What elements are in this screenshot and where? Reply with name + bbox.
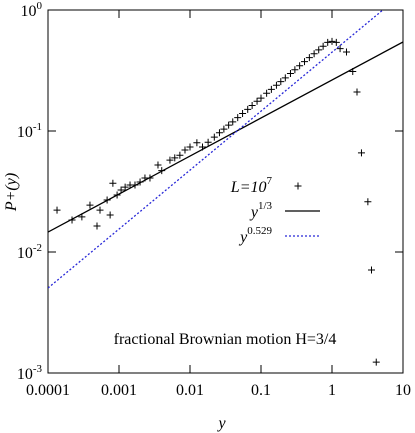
x-axis-label: y xyxy=(216,415,226,432)
data-point xyxy=(193,139,201,147)
data-point xyxy=(332,38,340,46)
data-point xyxy=(336,45,344,53)
y-tick-base: 10 xyxy=(17,124,33,141)
legend-label: y0.529 xyxy=(238,225,272,246)
data-point xyxy=(166,156,174,164)
data-point xyxy=(176,151,184,159)
y-tick-label: 10-3 xyxy=(17,363,43,383)
y-tick-exponent: -2 xyxy=(33,242,42,254)
data-point xyxy=(93,222,101,230)
legend-exponent: 0.529 xyxy=(247,225,272,237)
y-tick-label: 10-2 xyxy=(17,242,42,262)
y-tick-label: 10-1 xyxy=(17,121,42,141)
data-point xyxy=(367,266,375,274)
data-point xyxy=(267,85,275,93)
y-tick-base: 10 xyxy=(17,366,33,383)
data-point xyxy=(186,143,194,151)
data-point xyxy=(106,211,114,219)
legend-label: L=107 xyxy=(230,175,273,196)
data-point xyxy=(210,133,218,141)
y-axis-label: P+(y) xyxy=(3,173,20,212)
fit-line xyxy=(48,10,384,289)
data-point xyxy=(121,183,129,191)
data-point xyxy=(244,105,252,113)
data-point xyxy=(357,149,365,157)
fit-line xyxy=(48,41,403,233)
data-point xyxy=(310,50,318,58)
data-point xyxy=(86,201,94,209)
x-tick-label: 10 xyxy=(395,382,411,399)
data-point xyxy=(234,114,242,122)
y-tick-label: 100 xyxy=(21,0,43,20)
y-tick-exponent: -3 xyxy=(33,363,43,375)
legend-name: y xyxy=(238,229,248,246)
y-tick-base: 10 xyxy=(17,245,33,262)
legend-name: y xyxy=(249,204,259,221)
legend-exponent: 7 xyxy=(267,175,273,187)
data-point xyxy=(353,88,361,96)
plot-area xyxy=(48,10,403,366)
data-point xyxy=(277,78,285,86)
data-point xyxy=(372,358,380,366)
data-point xyxy=(171,154,179,162)
y-tick-base: 10 xyxy=(21,3,37,20)
data-point xyxy=(342,48,350,56)
data-point xyxy=(286,69,294,77)
data-point xyxy=(315,46,323,54)
data-point xyxy=(319,42,327,50)
data-point xyxy=(253,97,261,105)
data-point xyxy=(324,38,332,46)
data-point xyxy=(305,54,313,62)
legend-exponent: 1/3 xyxy=(258,200,273,212)
data-point xyxy=(239,110,247,118)
legend-label: y1/3 xyxy=(249,200,273,221)
x-tick-label: 0.001 xyxy=(101,382,137,399)
data-point xyxy=(364,198,372,206)
plot-frame xyxy=(47,9,404,374)
data-point xyxy=(328,37,336,45)
data-point xyxy=(215,129,223,137)
data-point xyxy=(248,101,256,109)
data-point xyxy=(204,138,212,146)
data-point xyxy=(257,94,265,102)
data-point xyxy=(181,146,189,154)
data-point xyxy=(296,62,304,70)
data-point xyxy=(301,58,309,66)
data-point xyxy=(281,74,289,82)
x-tick-label: 0.01 xyxy=(176,382,204,399)
data-point xyxy=(263,89,271,97)
x-tick-label: 1 xyxy=(328,382,336,399)
data-point xyxy=(225,121,233,129)
x-tick-label: 0.0001 xyxy=(26,382,70,399)
annotation: fractional Brownian motion H=3/4 xyxy=(114,331,337,348)
legend-marker xyxy=(294,182,302,190)
data-point xyxy=(272,81,280,89)
data-point xyxy=(53,206,61,214)
y-tick-exponent: 0 xyxy=(37,0,43,12)
legend-name: L=10 xyxy=(230,179,267,196)
y-tick-exponent: -1 xyxy=(33,121,42,133)
data-point xyxy=(220,125,228,133)
data-point xyxy=(154,161,162,169)
data-point xyxy=(96,206,104,214)
data-point xyxy=(229,118,237,126)
data-point xyxy=(109,179,117,187)
x-tick-label: 0.1 xyxy=(251,382,271,399)
data-point xyxy=(291,66,299,74)
